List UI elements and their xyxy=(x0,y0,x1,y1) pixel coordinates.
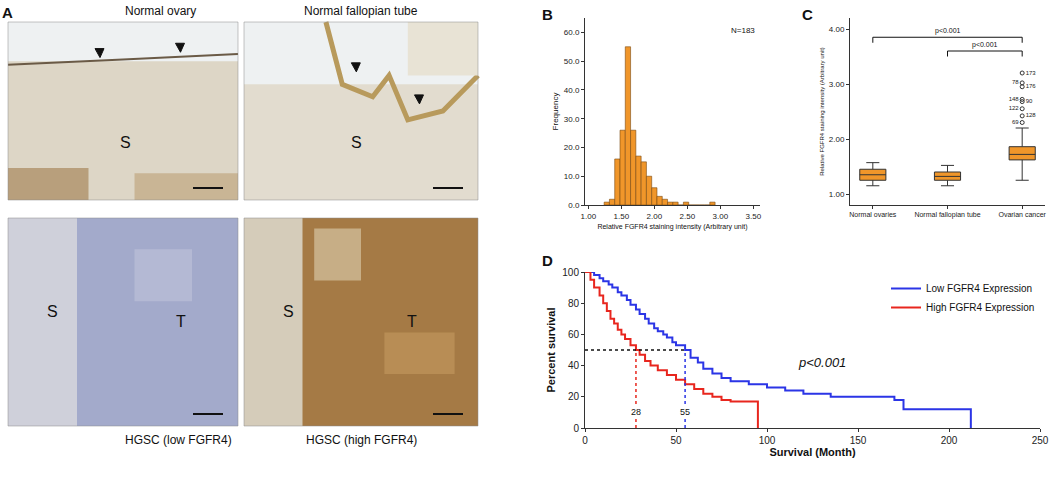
svg-text:High FGFR4 Expression: High FGFR4 Expression xyxy=(926,302,1034,313)
svg-text:C: C xyxy=(802,6,813,23)
svg-text:173: 173 xyxy=(1026,70,1037,76)
svg-text:250: 250 xyxy=(1032,435,1049,446)
svg-text:T: T xyxy=(176,313,186,330)
svg-text:Frequency: Frequency xyxy=(551,93,560,131)
svg-text:Low FGFR4 Expression: Low FGFR4 Expression xyxy=(926,283,1032,294)
svg-text:80: 80 xyxy=(568,298,580,309)
svg-text:S: S xyxy=(47,303,58,320)
svg-text:50: 50 xyxy=(670,435,682,446)
svg-text:N=183: N=183 xyxy=(731,26,755,35)
svg-text:3.50: 3.50 xyxy=(746,212,762,221)
svg-text:Percent survival: Percent survival xyxy=(545,308,557,393)
svg-text:78: 78 xyxy=(1012,79,1019,85)
svg-text:55: 55 xyxy=(680,407,690,417)
svg-text:40.0: 40.0 xyxy=(564,86,580,95)
svg-text:100: 100 xyxy=(562,267,579,278)
svg-text:40: 40 xyxy=(568,360,580,371)
svg-text:100: 100 xyxy=(759,435,776,446)
svg-text:2.50: 2.50 xyxy=(680,212,696,221)
svg-text:T: T xyxy=(407,313,417,330)
svg-text:4.00: 4.00 xyxy=(829,25,845,34)
svg-text:B: B xyxy=(542,6,553,23)
svg-text:20: 20 xyxy=(568,391,580,402)
svg-text:60.0: 60.0 xyxy=(564,28,580,37)
svg-text:150: 150 xyxy=(850,435,867,446)
svg-text:S: S xyxy=(283,303,294,320)
svg-text:Normal fallopian tube: Normal fallopian tube xyxy=(304,4,418,18)
svg-text:Relative FGFR4 staining intens: Relative FGFR4 staining intensity (Arbit… xyxy=(819,47,825,176)
svg-text:148: 148 xyxy=(1009,96,1020,102)
svg-text:HGSC (high FGFR4): HGSC (high FGFR4) xyxy=(306,433,417,447)
svg-text:28: 28 xyxy=(631,407,641,417)
svg-text:Ovarian cancer: Ovarian cancer xyxy=(998,211,1046,218)
svg-text:1.50: 1.50 xyxy=(614,212,630,221)
svg-text:Relative FGFR4 staining intens: Relative FGFR4 staining intensity (Arbit… xyxy=(597,223,747,231)
svg-text:2.00: 2.00 xyxy=(829,135,845,144)
svg-text:3.00: 3.00 xyxy=(713,212,729,221)
svg-text:D: D xyxy=(542,252,553,269)
svg-text:90: 90 xyxy=(1026,98,1033,104)
svg-text:3.00: 3.00 xyxy=(829,80,845,89)
svg-text:0: 0 xyxy=(573,423,579,434)
svg-text:1.00: 1.00 xyxy=(829,190,845,199)
svg-text:p<0.001: p<0.001 xyxy=(798,355,846,370)
svg-text:0: 0 xyxy=(582,435,588,446)
svg-text:HGSC (low FGFR4): HGSC (low FGFR4) xyxy=(125,433,232,447)
svg-text:Survival (Month): Survival (Month) xyxy=(769,446,856,458)
svg-text:122: 122 xyxy=(1009,105,1020,111)
svg-text:S: S xyxy=(120,134,131,151)
svg-text:30.0: 30.0 xyxy=(564,114,580,123)
svg-text:S: S xyxy=(351,134,362,151)
svg-text:50.0: 50.0 xyxy=(564,57,580,66)
svg-text:20.0: 20.0 xyxy=(564,143,580,152)
svg-text:200: 200 xyxy=(941,435,958,446)
svg-text:176: 176 xyxy=(1026,83,1037,89)
svg-text:p<0.001: p<0.001 xyxy=(972,41,998,49)
svg-text:60: 60 xyxy=(568,329,580,340)
svg-text:69: 69 xyxy=(1012,119,1019,125)
svg-text:Normal ovary: Normal ovary xyxy=(125,4,196,18)
svg-text:10.0: 10.0 xyxy=(564,172,580,181)
svg-text:p<0.001: p<0.001 xyxy=(935,27,961,35)
svg-text:A: A xyxy=(2,4,13,21)
svg-text:Normal ovaries: Normal ovaries xyxy=(849,211,897,218)
svg-text:2.00: 2.00 xyxy=(647,212,663,221)
svg-text:0.0: 0.0 xyxy=(568,201,580,210)
svg-text:1.00: 1.00 xyxy=(581,212,597,221)
svg-text:Normal fallopian tube: Normal fallopian tube xyxy=(914,211,980,219)
svg-text:128: 128 xyxy=(1026,112,1037,118)
